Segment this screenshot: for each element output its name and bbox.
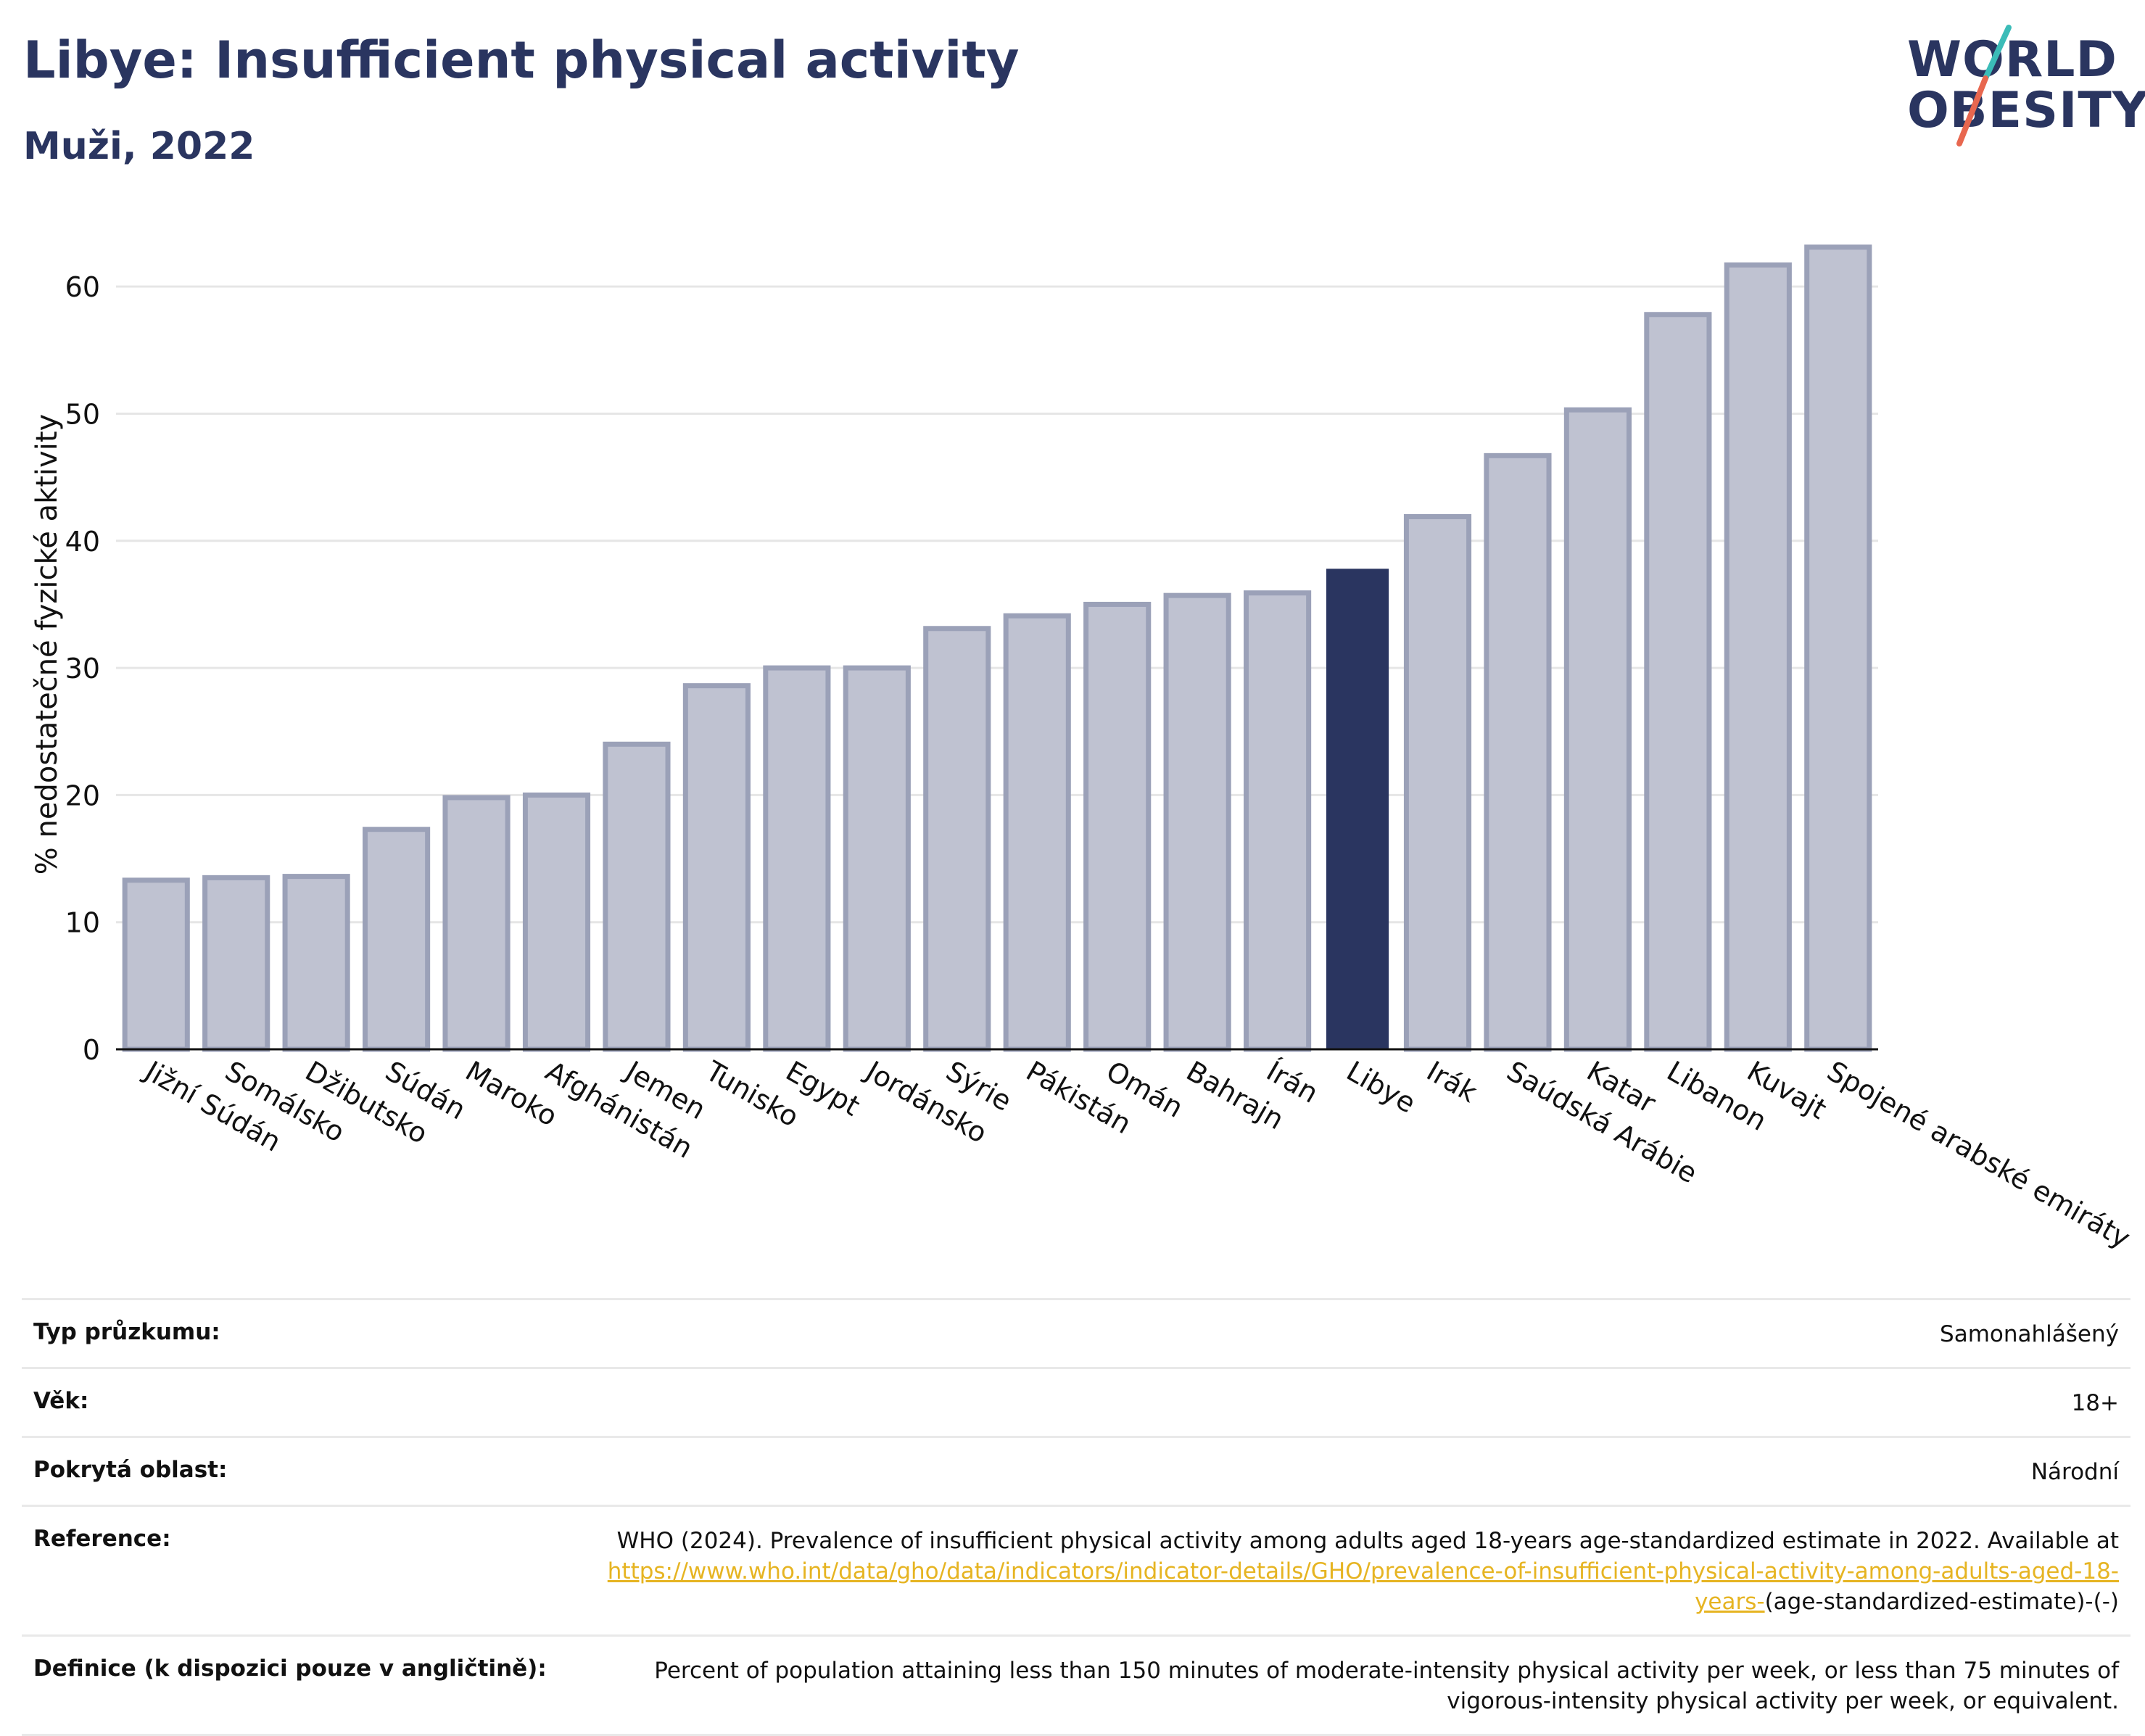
y-tick-label: 0 bbox=[83, 1034, 100, 1066]
logo-slash-icon bbox=[1956, 25, 2012, 146]
reference-label: Reference: bbox=[22, 1505, 558, 1636]
y-tick-label: 30 bbox=[65, 653, 100, 685]
survey-type-label: Typ průzkumu: bbox=[22, 1298, 558, 1368]
bar-7 bbox=[682, 683, 751, 1052]
coverage-value: Národní bbox=[558, 1436, 2130, 1506]
reference-link[interactable]: https://www.who.int/data/gho/data/indica… bbox=[607, 1558, 2119, 1615]
y-axis-ticks: 0 10 20 30 40 50 60 bbox=[65, 271, 100, 1066]
logo-text: WORLD OBESITY bbox=[1907, 35, 2145, 136]
meta-row-reference: Reference: WHO (2024). Prevalence of ins… bbox=[22, 1505, 2130, 1636]
definition-value: Percent of population attaining less tha… bbox=[558, 1634, 2130, 1736]
bar-chart: 0 10 20 30 40 50 60 Jižní SúdánSomálskoDžibuts… bbox=[30, 244, 2136, 1255]
x-tick-label: Maroko bbox=[460, 1055, 563, 1133]
bar-10 bbox=[923, 626, 991, 1052]
meta-row-survey-type: Typ průzkumu: Samonahlášený bbox=[22, 1298, 2130, 1368]
bar-16 bbox=[1403, 513, 1472, 1052]
reference-text: WHO (2024). Prevalence of insufficient p… bbox=[616, 1528, 2119, 1554]
age-value: 18+ bbox=[558, 1367, 2130, 1437]
x-tick-label: Spojené arabské emiráty bbox=[1822, 1055, 2136, 1255]
bar-1 bbox=[202, 875, 270, 1052]
world-obesity-logo: WORLD OBESITY bbox=[1885, 22, 2145, 152]
logo-line-2: OBESITY bbox=[1907, 82, 2145, 139]
bar-21 bbox=[1804, 244, 1872, 1052]
bar-0 bbox=[122, 877, 190, 1052]
logo-line-1: WORLD bbox=[1907, 31, 2117, 88]
bar-3 bbox=[363, 827, 431, 1052]
bar-17 bbox=[1484, 452, 1552, 1052]
bar-13 bbox=[1163, 592, 1231, 1052]
y-tick-label: 20 bbox=[65, 780, 100, 811]
meta-row-coverage: Pokrytá oblast: Národní bbox=[22, 1436, 2130, 1506]
bar-18 bbox=[1563, 407, 1632, 1052]
x-axis-ticks: Jižní SúdánSomálskoDžibutskoSúdánMarokoA… bbox=[139, 1054, 2136, 1255]
bar-9 bbox=[843, 665, 911, 1052]
page-subtitle: Muži, 2022 bbox=[23, 125, 255, 168]
page-title: Libye: Insufficient physical activity bbox=[23, 30, 1020, 90]
bar-2 bbox=[282, 874, 350, 1052]
bar-8 bbox=[763, 665, 831, 1052]
y-axis-label: % nedostatečné fyzické aktivity bbox=[30, 414, 64, 875]
x-tick-label: Tunisko bbox=[700, 1054, 804, 1133]
meta-row-age: Věk: 18+ bbox=[22, 1367, 2130, 1437]
coverage-label: Pokrytá oblast: bbox=[22, 1436, 558, 1506]
reference-suffix: (age-standardized-estimate)-(-) bbox=[1764, 1589, 2119, 1615]
bar-15 bbox=[1326, 569, 1389, 1049]
bar-19 bbox=[1644, 312, 1712, 1052]
x-tick-label: Libye bbox=[1342, 1055, 1421, 1120]
bar-20 bbox=[1724, 262, 1792, 1052]
x-tick-label: Irák bbox=[1421, 1055, 1482, 1109]
y-tick-label: 10 bbox=[65, 907, 100, 939]
bar-4 bbox=[442, 795, 511, 1052]
y-tick-label: 60 bbox=[65, 271, 100, 303]
reference-value: WHO (2024). Prevalence of insufficient p… bbox=[558, 1505, 2130, 1636]
y-tick-label: 40 bbox=[65, 526, 100, 558]
metadata-table: Typ průzkumu: Samonahlášený Věk: 18+ Pok… bbox=[22, 1298, 2130, 1736]
bars bbox=[122, 244, 1872, 1052]
bar-14 bbox=[1244, 590, 1312, 1052]
bar-6 bbox=[603, 741, 671, 1052]
survey-type-value: Samonahlášený bbox=[558, 1298, 2130, 1368]
meta-row-definition: Definice (k dispozici pouze v angličtině… bbox=[22, 1634, 2130, 1736]
bar-12 bbox=[1083, 601, 1152, 1052]
y-tick-label: 50 bbox=[65, 398, 100, 430]
age-label: Věk: bbox=[22, 1367, 558, 1437]
bar-11 bbox=[1003, 613, 1071, 1052]
bar-5 bbox=[522, 792, 591, 1052]
definition-label: Definice (k dispozici pouze v angličtině… bbox=[22, 1634, 558, 1736]
